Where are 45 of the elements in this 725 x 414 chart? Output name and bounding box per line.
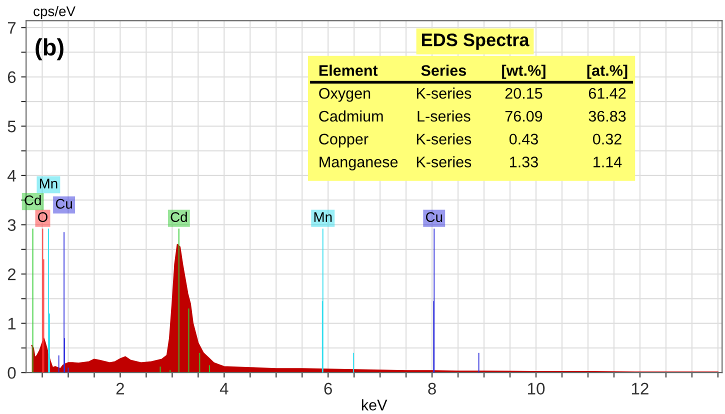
annotation: Cd (24, 195, 41, 206)
annotation: Cadmium (319, 110, 383, 122)
annotation: 76.09 (505, 110, 542, 122)
y-tick-label: 7 (8, 22, 16, 34)
annotation: K-series (416, 88, 472, 99)
annotation: [wt.%] (502, 64, 546, 79)
annotation: Element (319, 64, 378, 76)
y-tick-label: 6 (8, 71, 16, 84)
y-tick-label: 4 (7, 170, 16, 182)
annotation: Mn (40, 178, 58, 188)
annotation: Cu (426, 212, 442, 222)
annotation: Manganese (320, 156, 398, 170)
annotation: 0.43 (509, 134, 538, 145)
annotation: 1.14 (594, 156, 622, 168)
x-tick-label: 2 (116, 382, 124, 394)
annotation: 61.42 (588, 88, 626, 99)
y-tick-label: 3 (8, 219, 16, 231)
annotation: O (38, 212, 48, 222)
annotation: Cu (56, 198, 72, 209)
x-tick-label: 4 (220, 382, 228, 394)
annotation: K-series (416, 133, 472, 145)
y-axis-title: cps/eV (34, 6, 76, 19)
x-tick-label: 10 (528, 382, 545, 395)
annotation: L-series (418, 110, 470, 122)
annotation: EDS Spectra (422, 33, 530, 50)
annotation: 36.83 (588, 110, 626, 122)
x-tick-label: 8 (428, 382, 436, 395)
x-axis-title: keV (362, 399, 388, 410)
y-tick-label: 5 (8, 120, 16, 132)
annotation: Mn (314, 212, 332, 222)
annotation: (b) (36, 38, 64, 60)
annotation: Cd (170, 212, 187, 222)
annotation: [at.%] (587, 64, 628, 79)
annotation: 0.32 (592, 134, 622, 145)
y-tick-label: 0 (8, 367, 16, 379)
x-tick-label: 6 (324, 382, 332, 395)
annotation: K-series (416, 156, 472, 168)
annotation: Copper (319, 134, 368, 148)
annotation: Series (421, 64, 466, 76)
annotation: 1.33 (510, 156, 538, 168)
y-tick-label: 2 (8, 268, 16, 280)
annotation: 20.15 (505, 88, 542, 99)
annotation: Oxygen (319, 88, 370, 102)
y-tick-label: 1 (8, 318, 16, 330)
x-tick-label: 12 (632, 382, 648, 394)
